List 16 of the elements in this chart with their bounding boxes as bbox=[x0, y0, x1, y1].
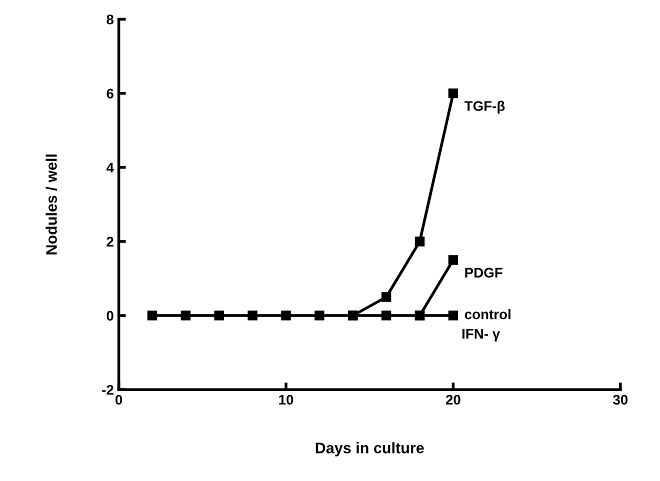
y-tick-label: 4 bbox=[106, 162, 114, 172]
y-tick-label: 2 bbox=[106, 236, 114, 246]
y-tick-label: 8 bbox=[106, 14, 114, 24]
series-label: TGF-β bbox=[464, 100, 505, 114]
y-tick-label: 0 bbox=[106, 310, 114, 321]
x-axis-title: Days in culture bbox=[316, 442, 424, 456]
x-tick-label: 30 bbox=[612, 394, 628, 405]
y-tick-label: -2 bbox=[102, 384, 114, 395]
series-label: PDGF bbox=[465, 268, 502, 278]
x-tick-label: 10 bbox=[279, 394, 294, 405]
x-tick-label: 0 bbox=[115, 394, 122, 405]
y-tick-label: 6 bbox=[106, 88, 114, 98]
y-axis-title: Nodules / well bbox=[46, 154, 58, 254]
series-label: control bbox=[464, 309, 510, 320]
x-tick-label: 20 bbox=[446, 394, 460, 405]
annotation: IFN- γ bbox=[462, 329, 500, 342]
